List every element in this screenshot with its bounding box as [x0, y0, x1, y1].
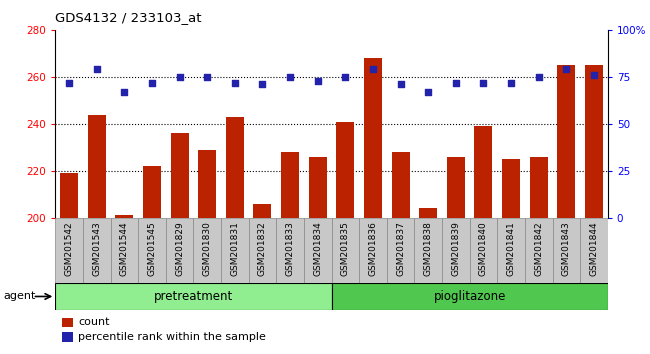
- Text: GSM201836: GSM201836: [369, 221, 378, 276]
- Bar: [60, 173, 78, 218]
- Point: [506, 80, 516, 85]
- Text: GSM201544: GSM201544: [120, 221, 129, 276]
- Point: [285, 74, 295, 80]
- Point: [340, 74, 350, 80]
- Text: GSM201545: GSM201545: [148, 221, 157, 276]
- Bar: [143, 166, 161, 218]
- Bar: [309, 157, 327, 218]
- Bar: [254, 204, 272, 218]
- Text: GDS4132 / 233103_at: GDS4132 / 233103_at: [55, 11, 201, 24]
- Bar: [497, 218, 525, 283]
- Bar: [83, 218, 111, 283]
- Bar: [391, 152, 410, 218]
- Bar: [115, 215, 133, 218]
- Text: GSM201840: GSM201840: [479, 221, 488, 276]
- Bar: [585, 65, 603, 218]
- Text: GSM201838: GSM201838: [424, 221, 433, 276]
- Point: [534, 74, 544, 80]
- Bar: [530, 157, 548, 218]
- Bar: [62, 332, 73, 342]
- Bar: [194, 218, 221, 283]
- Point: [395, 82, 406, 87]
- Bar: [364, 58, 382, 218]
- Text: GSM201831: GSM201831: [230, 221, 239, 276]
- Text: GSM201832: GSM201832: [258, 221, 267, 276]
- Bar: [447, 157, 465, 218]
- Point: [561, 67, 571, 72]
- Bar: [525, 218, 552, 283]
- Bar: [502, 159, 520, 218]
- Text: GSM201834: GSM201834: [313, 221, 322, 276]
- Bar: [276, 218, 304, 283]
- Bar: [111, 218, 138, 283]
- Bar: [419, 208, 437, 218]
- Text: GSM201543: GSM201543: [92, 221, 101, 276]
- Bar: [226, 117, 244, 218]
- Bar: [332, 283, 608, 310]
- Bar: [138, 218, 166, 283]
- Bar: [281, 152, 299, 218]
- Bar: [415, 218, 442, 283]
- Bar: [469, 218, 497, 283]
- Text: GSM201843: GSM201843: [562, 221, 571, 276]
- Text: percentile rank within the sample: percentile rank within the sample: [78, 332, 266, 342]
- Bar: [552, 218, 580, 283]
- Text: GSM201837: GSM201837: [396, 221, 405, 276]
- Bar: [88, 114, 106, 218]
- Bar: [332, 218, 359, 283]
- Text: GSM201839: GSM201839: [451, 221, 460, 276]
- Bar: [221, 218, 248, 283]
- Bar: [359, 218, 387, 283]
- Point: [64, 80, 74, 85]
- Text: count: count: [78, 318, 109, 327]
- Text: GSM201542: GSM201542: [64, 221, 73, 276]
- Bar: [55, 218, 83, 283]
- Text: GSM201830: GSM201830: [203, 221, 212, 276]
- Point: [257, 82, 268, 87]
- Bar: [248, 218, 276, 283]
- Bar: [170, 133, 188, 218]
- Point: [92, 67, 102, 72]
- Point: [589, 72, 599, 78]
- Bar: [557, 65, 575, 218]
- Text: GSM201842: GSM201842: [534, 221, 543, 276]
- Text: agent: agent: [3, 291, 36, 302]
- Point: [368, 67, 378, 72]
- Point: [313, 78, 323, 84]
- Bar: [304, 218, 332, 283]
- Bar: [442, 218, 469, 283]
- Point: [450, 80, 461, 85]
- Text: pretreatment: pretreatment: [154, 290, 233, 303]
- Point: [202, 74, 213, 80]
- Bar: [580, 218, 608, 283]
- Point: [119, 89, 129, 95]
- Point: [229, 80, 240, 85]
- Text: GSM201829: GSM201829: [175, 221, 184, 276]
- Text: GSM201841: GSM201841: [506, 221, 515, 276]
- Bar: [55, 283, 332, 310]
- Point: [147, 80, 157, 85]
- Text: GSM201833: GSM201833: [285, 221, 294, 276]
- Point: [174, 74, 185, 80]
- Bar: [166, 218, 194, 283]
- Point: [423, 89, 434, 95]
- Bar: [198, 150, 216, 218]
- Bar: [62, 318, 73, 327]
- Text: GSM201844: GSM201844: [590, 221, 599, 276]
- Bar: [474, 126, 493, 218]
- Bar: [336, 121, 354, 218]
- Bar: [387, 218, 415, 283]
- Point: [478, 80, 489, 85]
- Text: GSM201835: GSM201835: [341, 221, 350, 276]
- Text: pioglitazone: pioglitazone: [434, 290, 506, 303]
